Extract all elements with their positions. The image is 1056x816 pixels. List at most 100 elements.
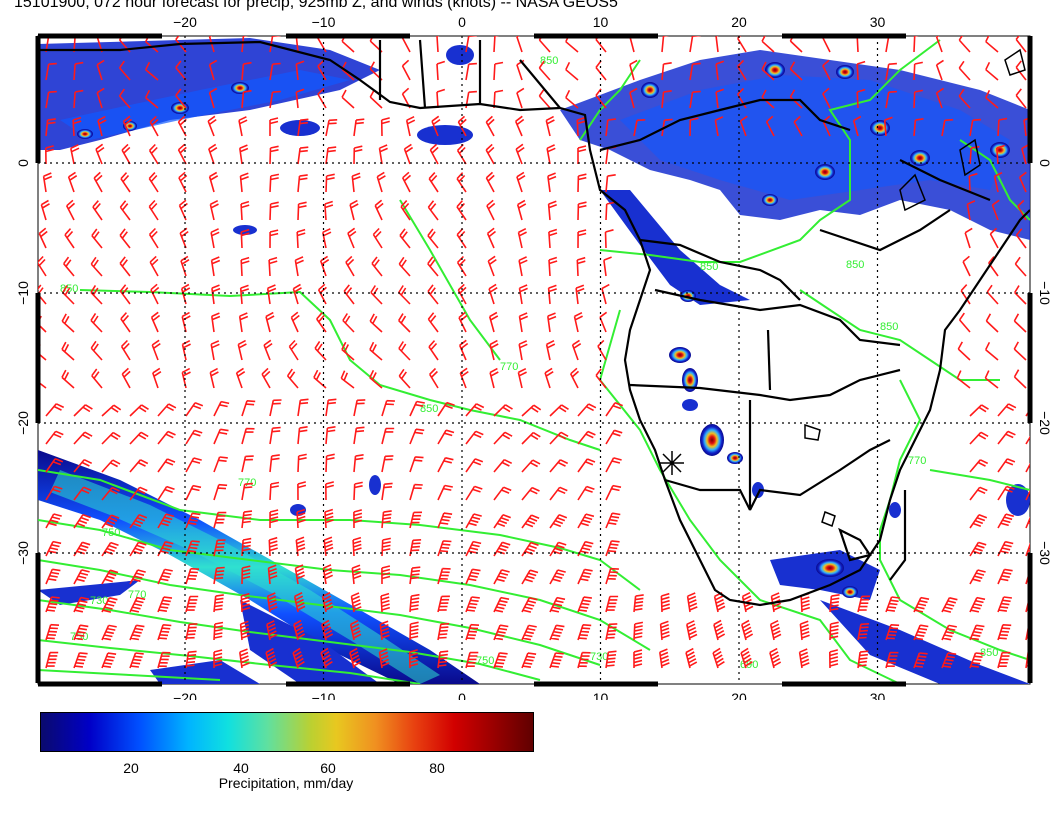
wind-barb-icon	[457, 115, 467, 137]
wind-barb-icon	[157, 430, 176, 445]
wind-barb-icon	[798, 648, 810, 669]
wind-barb-icon	[321, 591, 334, 613]
wind-barb-icon	[822, 59, 831, 81]
wind-barb-icon	[101, 569, 119, 585]
wind-barb-icon	[409, 539, 422, 557]
wind-barb-icon	[493, 624, 509, 641]
wind-barb-icon	[605, 595, 619, 613]
wind-barb-icon	[984, 341, 999, 361]
wind-barb-icon	[489, 367, 499, 389]
wind-barb-icon	[213, 566, 225, 585]
wind-barb-icon	[369, 369, 383, 389]
wind-barb-icon	[521, 404, 542, 417]
lat-tick-left: −30	[15, 541, 31, 565]
wind-barb-icon	[317, 283, 327, 305]
wind-barb-icon	[323, 536, 334, 557]
location-marker-icon	[660, 451, 684, 475]
wind-barb-icon	[969, 404, 989, 417]
wind-barb-icon	[969, 541, 987, 557]
wind-barb-icon	[97, 115, 107, 137]
wind-barb-icon	[521, 514, 540, 529]
wind-barb-icon	[661, 62, 672, 81]
wind-barb-icon	[789, 89, 803, 109]
wind-barb-icon	[261, 367, 271, 389]
wind-barb-icon	[437, 457, 454, 473]
wind-barb-icon	[493, 652, 508, 669]
wind-barb-icon	[208, 143, 218, 165]
wind-barb-icon	[38, 227, 48, 249]
wind-barb-icon	[1015, 88, 1027, 109]
wind-barb-icon	[545, 115, 555, 137]
wind-barb-icon	[341, 341, 355, 361]
wind-barb-icon	[437, 622, 450, 641]
wind-barb-icon	[157, 458, 176, 473]
wind-barb-icon	[129, 459, 149, 473]
wind-barb-icon	[267, 564, 278, 585]
wind-barb-icon	[45, 485, 63, 501]
wind-barb-icon	[241, 427, 255, 445]
wind-barb-icon	[73, 404, 93, 417]
wind-barb-icon	[63, 256, 75, 277]
wind-barb-icon	[577, 229, 587, 249]
wind-barb-icon	[516, 87, 525, 109]
wind-barb-icon	[549, 596, 566, 613]
wind-barb-icon	[122, 115, 132, 137]
wind-barb-icon	[883, 116, 893, 137]
wind-barb-icon	[101, 404, 122, 417]
wind-barb-icon	[213, 511, 227, 529]
wind-barb-icon	[549, 404, 569, 417]
wind-barb-icon	[518, 284, 528, 305]
wind-barb-icon	[689, 117, 699, 137]
wind-barb-icon	[465, 36, 477, 53]
wind-barb-icon	[269, 399, 282, 417]
wind-barb-icon	[209, 199, 219, 221]
wind-barb-icon	[45, 118, 56, 137]
wind-barb-icon	[120, 339, 131, 361]
wind-barb-icon	[1025, 516, 1030, 529]
colorbar-tick: 20	[123, 760, 139, 776]
wind-barb-icon	[268, 256, 278, 277]
lat-tick-left: 0	[15, 159, 31, 167]
wind-barb-icon	[403, 143, 414, 165]
wind-barb-icon	[401, 59, 411, 81]
wind-barb-icon	[996, 144, 1005, 165]
wind-barb-icon	[741, 591, 754, 613]
wind-barb-icon	[633, 594, 644, 613]
wind-barb-icon	[129, 404, 149, 417]
wind-barb-icon	[1015, 60, 1027, 81]
wind-barb-icon	[157, 596, 173, 613]
wind-barb-icon	[885, 596, 900, 613]
wind-barb-icon	[575, 284, 585, 305]
contour-label: 850	[540, 55, 558, 67]
wind-barb-icon	[353, 145, 363, 165]
wind-barb-icon	[969, 431, 989, 445]
wind-barb-icon	[241, 537, 252, 557]
wind-barb-icon	[241, 400, 256, 417]
wind-barb-icon	[487, 255, 497, 277]
wind-barb-icon	[941, 597, 958, 613]
wind-barb-icon	[437, 401, 455, 417]
wind-barb-icon	[769, 647, 782, 669]
wind-barb-icon	[969, 652, 984, 669]
wind-barb-icon	[92, 200, 103, 221]
wind-barb-icon	[715, 36, 719, 53]
wind-barb-icon	[297, 398, 309, 417]
wind-barb-icon	[544, 367, 554, 389]
wind-barb-icon	[240, 200, 250, 221]
wind-barb-icon	[101, 624, 117, 641]
wind-barb-icon	[997, 540, 1014, 557]
wind-barb-icon	[297, 481, 307, 501]
wind-barb-icon	[73, 486, 92, 501]
wind-barb-icon	[371, 256, 383, 277]
wind-barb-icon	[45, 90, 57, 109]
wind-barb-icon	[765, 115, 775, 137]
wind-barb-icon	[353, 399, 366, 417]
wind-barb-icon	[401, 171, 412, 193]
wind-barb-icon	[294, 564, 306, 585]
wind-barb-icon	[119, 228, 131, 249]
wind-barb-icon	[521, 486, 540, 501]
lon-tick-bottom: 10	[593, 690, 609, 700]
wind-barb-icon	[269, 117, 279, 136]
wind-barb-icon	[521, 431, 541, 445]
wind-barb-icon	[409, 566, 421, 585]
